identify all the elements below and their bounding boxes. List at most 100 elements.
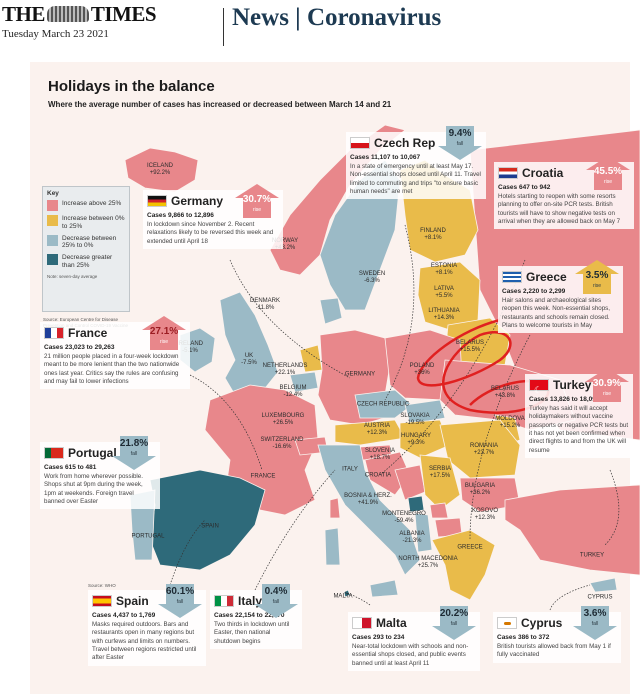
map-label-belgium: BELGIUM -12.4% bbox=[279, 385, 306, 399]
rise-arrow-icon: 30.9% rise bbox=[585, 368, 629, 402]
map-label-uk: UK -7.5% bbox=[241, 353, 257, 367]
map-label-portugal: PORTUGAL bbox=[132, 533, 165, 540]
country-cyprus bbox=[589, 577, 618, 593]
fall-arrow-icon: 20.2% fall bbox=[432, 606, 476, 640]
country-name: MONTENEGRO bbox=[382, 510, 426, 517]
country-name: KOSOVO bbox=[471, 507, 499, 514]
country-change: +15.5% bbox=[459, 347, 481, 353]
key-item: Increase above 25% bbox=[47, 200, 125, 211]
callout-greece: Greece Cases 2,220 to 2,299 Hair salons an… bbox=[498, 266, 623, 334]
country-albania bbox=[414, 512, 433, 553]
key-swatch bbox=[47, 234, 58, 246]
country-name: TURKEY bbox=[579, 552, 605, 559]
callout-header: Cyprus bbox=[497, 615, 617, 631]
map-label-bosnia-herz-: BOSNIA & HERZ. +41.9% bbox=[344, 493, 392, 507]
country-change: +15.2% bbox=[499, 423, 521, 429]
country-slovakia bbox=[404, 399, 446, 425]
map-label-norway: NORWAY +43.2% bbox=[272, 238, 298, 252]
map-label-estonia: ESTONIA +8.1% bbox=[431, 263, 457, 277]
change-direction: rise bbox=[252, 207, 262, 213]
map-label-romania: ROMANIA +23.7% bbox=[470, 443, 498, 457]
callout-header: Germany bbox=[147, 193, 279, 209]
key-title: Key bbox=[47, 190, 59, 197]
callout-header: ☾ Turkey bbox=[529, 377, 629, 395]
change-direction: fall bbox=[176, 599, 184, 605]
callout-text: British tourists allowed back from May 1… bbox=[497, 643, 611, 659]
country-name: BELGIUM bbox=[279, 384, 307, 391]
country-name: FRANCE bbox=[250, 473, 276, 480]
country-name: NETHERLANDS bbox=[262, 362, 308, 369]
callout-country: Turkey bbox=[553, 378, 592, 392]
country-name: NORWAY bbox=[271, 237, 299, 244]
rise-arrow-icon: 27.1% rise bbox=[142, 316, 186, 350]
country-name: BOSNIA & HERZ. bbox=[344, 492, 392, 499]
country-change: +8.1% bbox=[435, 270, 453, 276]
callout-cases: Cases 13,826 to 18,097 bbox=[529, 396, 600, 403]
callout-text: Hotels starting to reopen with some reso… bbox=[498, 193, 621, 226]
callout-header: Greece bbox=[502, 269, 619, 285]
country-spain bbox=[149, 469, 266, 571]
czech-flag-icon bbox=[350, 137, 370, 149]
country-change: +25.7% bbox=[417, 563, 439, 569]
change-direction: fall bbox=[272, 599, 280, 605]
callout-cases: Cases 386 to 372 bbox=[497, 634, 550, 641]
country-iceland bbox=[124, 147, 199, 193]
map-label-finland: FINLAND +8.1% bbox=[420, 228, 446, 242]
change-direction: fall bbox=[450, 621, 458, 627]
key-label: Decrease between 25% to 0% bbox=[62, 234, 117, 250]
callout-text: In lockdown since November 2. Recent rel… bbox=[147, 221, 274, 245]
callout-country: Croatia bbox=[522, 166, 564, 180]
country-change: +36% bbox=[414, 370, 430, 376]
country-name: CYPRUS bbox=[587, 594, 613, 601]
change-percent: 9.4% bbox=[448, 128, 472, 139]
callout-country: France bbox=[68, 326, 108, 340]
callout-country: Malta bbox=[376, 616, 407, 630]
callout-text: Masks required outdoors. Bars and restau… bbox=[92, 621, 197, 662]
masthead-logo[interactable]: THE TIMES bbox=[2, 2, 157, 27]
leader-malta bbox=[344, 591, 371, 606]
change-percent: 30.7% bbox=[242, 194, 272, 205]
leader-germany bbox=[229, 259, 351, 379]
country-change: +43.8% bbox=[494, 393, 516, 399]
fall-arrow-icon: 21.8% fall bbox=[112, 436, 156, 470]
country-name: SWEDEN bbox=[358, 270, 386, 277]
leader-italy bbox=[254, 469, 336, 591]
map-label-belarus: BELARUS +43.8% bbox=[491, 386, 519, 400]
country-change: +26.5% bbox=[272, 420, 294, 426]
map-label-malta: MALTA bbox=[333, 593, 352, 600]
key-label: Increase between 0% to 25% bbox=[62, 215, 125, 230]
cyprus-flag-icon bbox=[497, 617, 517, 629]
callout-country: Spain bbox=[116, 594, 149, 608]
country-name: SWITZERLAND bbox=[260, 436, 304, 443]
map-label-austria: AUSTRIA +12.3% bbox=[364, 423, 390, 437]
fall-arrow-icon: 0.4% fall bbox=[254, 584, 298, 618]
change-direction: rise bbox=[159, 339, 169, 345]
country-name: GREECE bbox=[457, 544, 483, 551]
change-percent: 0.4% bbox=[264, 586, 288, 597]
country-italy bbox=[317, 444, 421, 576]
callout-country: Cyprus bbox=[521, 616, 563, 630]
callout-country: Germany bbox=[171, 194, 224, 208]
country-denmark bbox=[319, 297, 343, 325]
callout-country: Czech Rep bbox=[374, 136, 436, 150]
spain-flag-icon bbox=[92, 595, 112, 607]
leader-czech bbox=[384, 224, 415, 401]
map-label-luxembourg: LUXEMBOURG +26.5% bbox=[262, 413, 305, 427]
callout-cases: Cases 23,023 to 29,263 bbox=[44, 344, 115, 351]
country-belgium bbox=[289, 371, 319, 393]
change-percent: 45.5% bbox=[593, 166, 623, 177]
country-change: -21.3% bbox=[402, 538, 422, 544]
country-name: ICELAND bbox=[146, 162, 174, 169]
country-change: -11.8% bbox=[255, 305, 275, 311]
masthead-the: THE bbox=[2, 2, 45, 26]
map-label-spain: SPAIN bbox=[201, 523, 219, 530]
change-direction: rise bbox=[602, 391, 612, 397]
callout-header: Malta bbox=[352, 615, 476, 631]
country-change: -59.4% bbox=[394, 518, 414, 524]
callout-country: Portugal bbox=[68, 446, 117, 460]
country-name: MOLDOVA bbox=[495, 415, 525, 422]
key-swatch bbox=[47, 200, 58, 211]
change-percent: 30.9% bbox=[592, 378, 622, 389]
map-label-montenegro: MONTENEGRO -59.4% bbox=[382, 511, 426, 525]
section-title[interactable]: News | Coronavirus bbox=[232, 4, 442, 31]
